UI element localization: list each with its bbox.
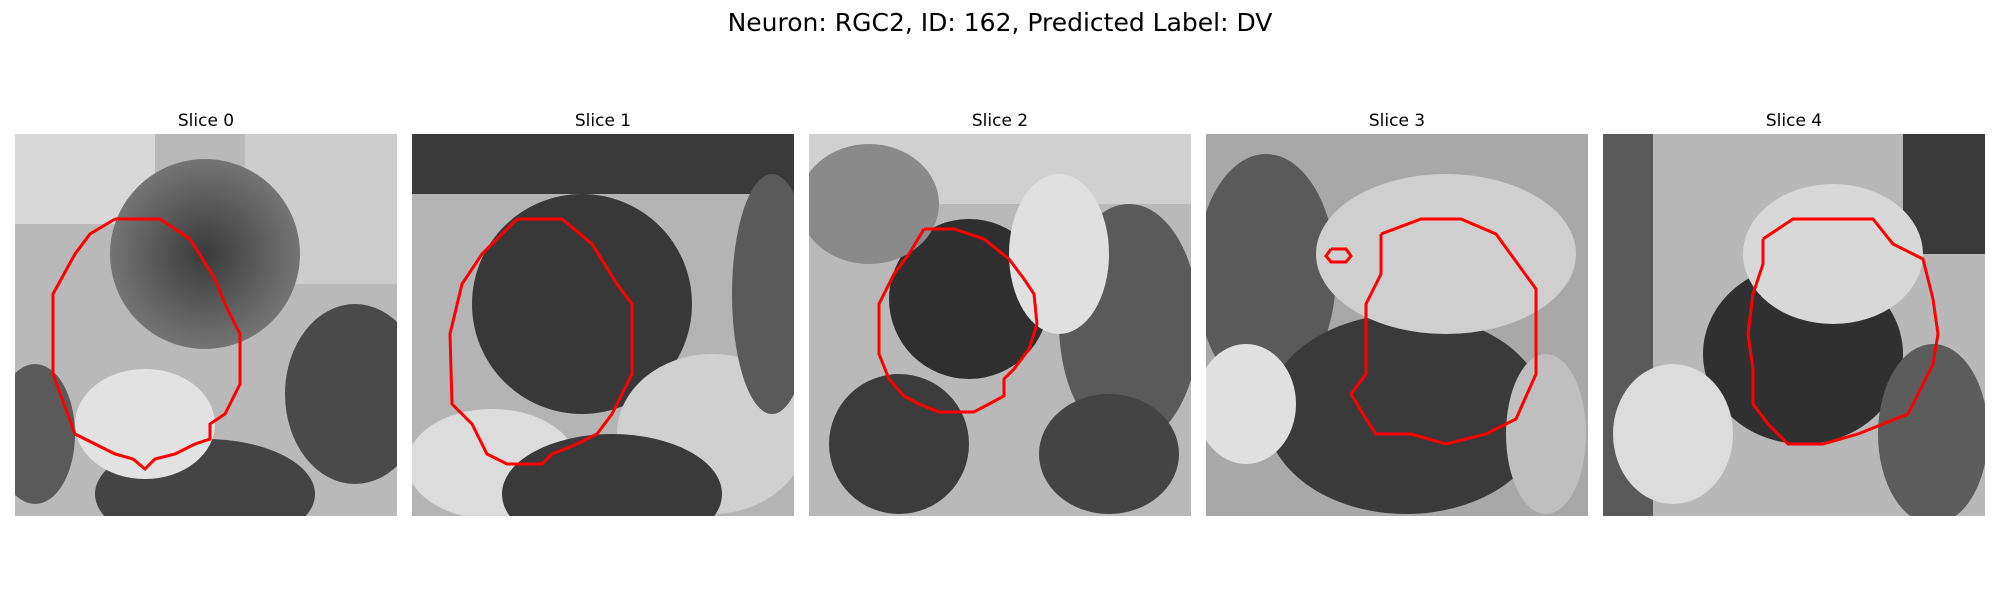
slice-title: Slice 3 — [1368, 111, 1426, 131]
slice-image — [15, 134, 397, 516]
slice-0-svg — [15, 134, 397, 516]
slice-panel-2: Slice 2 — [809, 108, 1191, 516]
slice-title: Slice 1 — [574, 111, 632, 131]
slice-panel-4: Slice 4 — [1603, 108, 1985, 516]
figure-title: Neuron: RGC2, ID: 162, Predicted Label: … — [727, 8, 1273, 37]
slice-title: Slice 2 — [971, 111, 1029, 131]
slice-panel-0: Slice 0 — [15, 108, 397, 516]
slice-3-svg — [1206, 134, 1588, 516]
slice-image — [1603, 134, 1985, 516]
slice-image — [809, 134, 1191, 516]
slice-title: Slice 0 — [177, 111, 235, 131]
slice-4-svg — [1603, 134, 1985, 516]
slice-panel-1: Slice 1 — [412, 108, 794, 516]
slice-1-svg — [412, 134, 794, 516]
slice-image — [412, 134, 794, 516]
slice-title: Slice 4 — [1765, 111, 1823, 131]
slice-2-svg — [809, 134, 1191, 516]
slice-panel-3: Slice 3 — [1206, 108, 1588, 516]
slice-image — [1206, 134, 1588, 516]
